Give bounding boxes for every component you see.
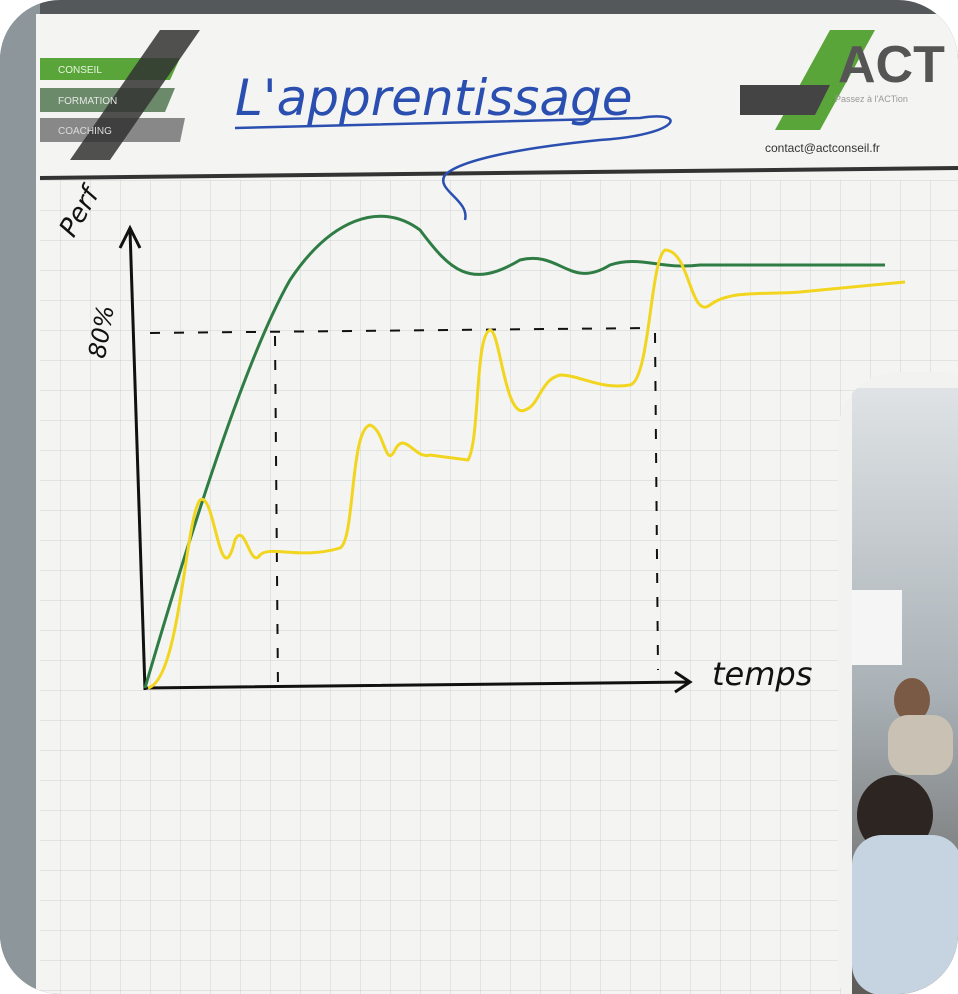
inset-photo <box>838 372 958 994</box>
logo-item: CONSEIL <box>58 65 102 76</box>
inset-person <box>888 715 953 775</box>
inset-person <box>852 835 958 994</box>
page: CONSEIL FORMATION COACHING L'apprentissa… <box>0 0 958 994</box>
paper-grid <box>40 180 958 994</box>
inset-whiteboard <box>852 590 902 665</box>
scene: CONSEIL FORMATION COACHING L'apprentissa… <box>0 0 958 994</box>
logo-name: ACT <box>838 36 945 94</box>
logo-email: contact@actconseil.fr <box>765 141 880 155</box>
x-label: temps <box>712 655 812 693</box>
logo-item: FORMATION <box>58 96 117 107</box>
logo-shape <box>740 85 830 115</box>
logo-item: COACHING <box>58 126 112 137</box>
logo-tagline: Passez à l'ACTion <box>835 94 908 104</box>
photo: CONSEIL FORMATION COACHING L'apprentissa… <box>0 0 958 994</box>
window-blinds <box>0 0 40 994</box>
title: L'apprentissage <box>235 69 632 127</box>
